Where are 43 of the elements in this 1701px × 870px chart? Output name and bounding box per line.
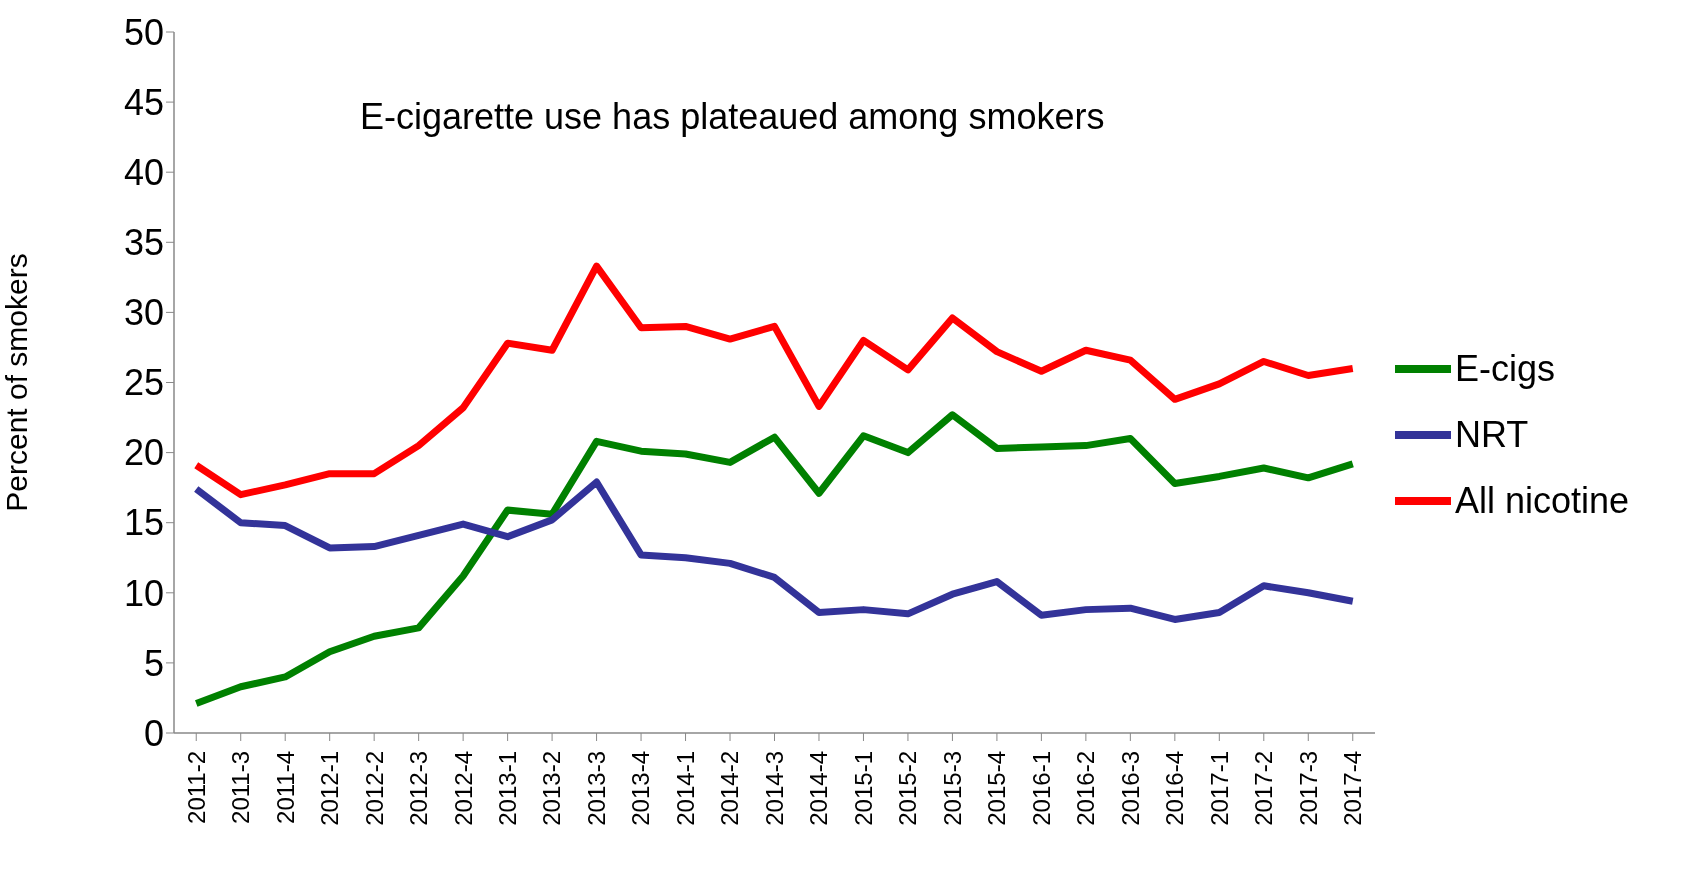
y-tick-label: 5: [143, 642, 164, 684]
x-tick-label: 2013-4: [627, 751, 655, 826]
x-tick-label: 2017-4: [1339, 751, 1367, 826]
x-tick-label: 2011-3: [227, 751, 255, 824]
x-tick-label: 2014-2: [716, 751, 744, 826]
x-tick-label: 2015-4: [983, 751, 1011, 826]
y-tick-label: 25: [123, 362, 164, 404]
y-tick-label: 30: [123, 292, 164, 334]
x-tick-label: 2015-1: [849, 751, 877, 826]
x-tick-label: 2011-2: [182, 751, 210, 824]
y-tick-label: 50: [123, 11, 164, 53]
x-tick-label: 2017-3: [1294, 751, 1322, 826]
x-tick-label: 2012-3: [405, 751, 433, 826]
y-tick-label: 45: [123, 81, 164, 123]
x-tick-label: 2011-4: [271, 751, 299, 824]
x-tick-label: 2012-4: [449, 751, 477, 826]
legend-label: All nicotine: [1455, 480, 1630, 522]
legend-label: E-cigs: [1455, 348, 1556, 390]
y-tick-label: 10: [123, 572, 164, 614]
x-tick-label: 2016-3: [1116, 751, 1144, 826]
x-tick-label: 2015-2: [894, 751, 922, 826]
x-tick-label: 2013-2: [538, 751, 566, 826]
y-tick-label: 20: [123, 432, 164, 474]
x-tick-label: 2013-1: [494, 751, 522, 826]
annotation: E-cigarette use has plateaued among smokers: [360, 96, 1105, 138]
x-tick-label: 2014-1: [671, 751, 699, 826]
x-tick-label: 2016-4: [1161, 751, 1189, 826]
x-tick-label: 2014-4: [805, 751, 833, 826]
x-tick-label: 2016-2: [1072, 751, 1100, 826]
x-tick-label: 2017-1: [1205, 751, 1233, 826]
x-tick-label: 2014-3: [760, 751, 788, 826]
x-tick-label: 2015-3: [938, 751, 966, 826]
y-tick-label: 40: [123, 151, 164, 193]
y-axis-title: Percent of smokers: [0, 253, 33, 512]
x-tick-label: 2012-1: [316, 751, 344, 826]
y-tick-label: 35: [123, 222, 164, 264]
x-tick-label: 2017-2: [1250, 751, 1278, 826]
x-tick-label: 2012-2: [360, 751, 388, 826]
legend-label: NRT: [1455, 414, 1529, 456]
x-tick-label: 2016-1: [1027, 751, 1055, 826]
y-tick-label: 0: [143, 712, 164, 754]
x-tick-label: 2013-3: [582, 751, 610, 826]
y-tick-label: 15: [123, 502, 164, 544]
